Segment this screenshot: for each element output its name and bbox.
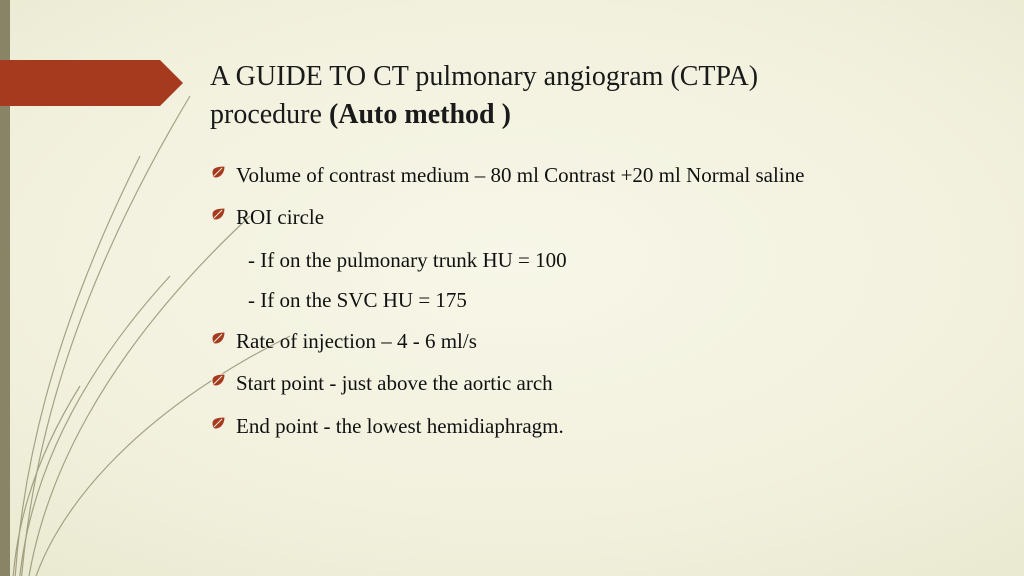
list-item: Volume of contrast medium – 80 ml Contra… <box>210 160 980 190</box>
list-item: Rate of injection – 4 - 6 ml/s <box>210 326 980 356</box>
title-line2-plain: procedure <box>210 99 329 130</box>
leaf-bullet-icon <box>210 206 226 222</box>
title-ribbon <box>0 60 160 106</box>
list-item: ROI circle <box>210 202 980 232</box>
leaf-bullet-icon <box>210 372 226 388</box>
title-line2-bold: (Auto method ) <box>329 99 511 130</box>
list-subitem-text: - If on the SVC HU = 175 <box>248 288 467 312</box>
slide-title: A GUIDE TO CT pulmonary angiogram (CTPA)… <box>210 58 970 134</box>
slide-body: Volume of contrast medium – 80 ml Contra… <box>210 160 980 453</box>
leaf-bullet-icon <box>210 330 226 346</box>
list-subitem: - If on the pulmonary trunk HU = 100 <box>210 245 980 275</box>
title-line1: A GUIDE TO CT pulmonary angiogram (CTPA) <box>210 61 758 92</box>
leaf-bullet-icon <box>210 164 226 180</box>
list-item-text: ROI circle <box>236 202 324 232</box>
list-item-text: Volume of contrast medium – 80 ml Contra… <box>236 160 804 190</box>
leaf-bullet-icon <box>210 415 226 431</box>
list-item: Start point - just above the aortic arch <box>210 368 980 398</box>
list-item-text: Rate of injection – 4 - 6 ml/s <box>236 326 477 356</box>
list-item-text: Start point - just above the aortic arch <box>236 368 553 398</box>
list-subitem-text: - If on the pulmonary trunk HU = 100 <box>248 248 567 272</box>
list-item: End point - the lowest hemidiaphragm. <box>210 411 980 441</box>
list-subitem: - If on the SVC HU = 175 <box>210 285 980 315</box>
list-item-text: End point - the lowest hemidiaphragm. <box>236 411 564 441</box>
